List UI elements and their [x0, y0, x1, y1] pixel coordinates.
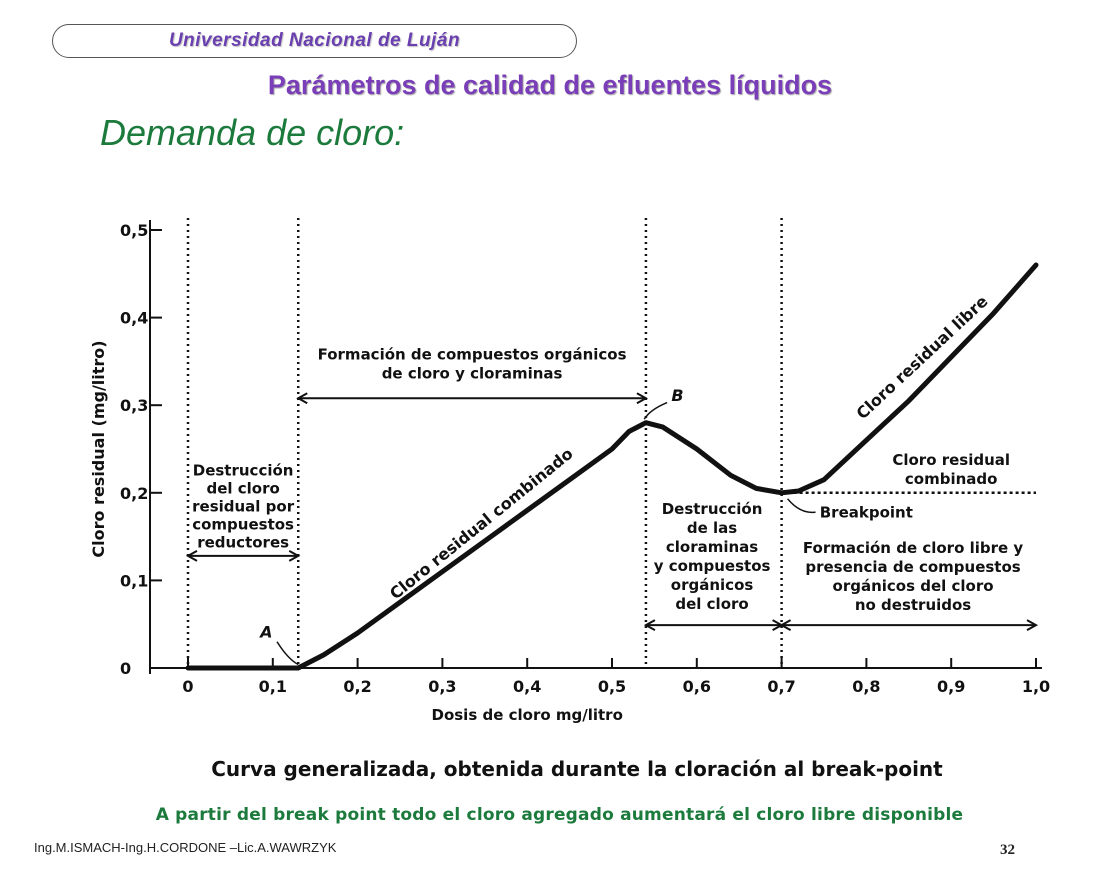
curve-combined-label: Cloro residual combinado [386, 444, 577, 603]
zone1-label-line-3: residual por [192, 497, 295, 515]
zone2-arrow-right-head [636, 392, 648, 405]
x-axis-title: Dosis de cloro mg/litro [432, 706, 623, 724]
zone3-label-line-4: y compuestos [654, 557, 771, 575]
y-axis-title: Cloro residual (mg/litro) [89, 340, 108, 557]
zone1-label-line-5: reductores [197, 533, 289, 551]
x-tick-label-6: 0,6 [683, 677, 711, 696]
zone2-label-line-2: de cloro y cloraminas [382, 365, 563, 383]
x-tick-label-4: 0,4 [513, 677, 541, 696]
y-tick-label-0: 0 [120, 659, 131, 678]
zone3-label-line-3: cloraminas [666, 538, 758, 556]
breakpoint-curve [185, 262, 1039, 671]
zone4-label-line-4: no destruidos [855, 596, 971, 614]
y-tick-label-3: 0,3 [120, 396, 148, 415]
breakpoint-leader [787, 498, 816, 514]
zone3-label-line-2: de las [687, 519, 737, 537]
combined-line-label-line-2: combinado [905, 470, 998, 488]
footer-caption: A partir del break point todo el cloro a… [155, 805, 964, 825]
slide-title: Parámetros de calidad de efluentes líqui… [267, 70, 833, 100]
university-name: Universidad Nacional de Luján [168, 30, 461, 51]
x-tick-label-10: 1,0 [1022, 677, 1050, 696]
zone1-label-line-1: Destrucción [193, 461, 294, 479]
y-tick-label-2: 0,2 [120, 484, 148, 503]
curve-free-label: Cloro residual libre [853, 292, 992, 423]
point-a-leader [276, 641, 299, 666]
zone1-label-line-2: del cloro [206, 479, 279, 497]
zone3-label-line-6: del cloro [675, 595, 748, 613]
x-tick-label-5: 0,5 [598, 677, 626, 696]
zone1-label-line-4: compuestos [192, 515, 294, 533]
x-tick-label-1: 0,1 [259, 677, 287, 696]
x-tick-label-3: 0,3 [428, 677, 456, 696]
x-tick-label-7: 0,7 [767, 677, 795, 696]
point-a-label: A [258, 622, 272, 641]
university-header: Universidad Nacional de Luján [52, 24, 577, 58]
zone3-label-line-1: Destrucción [662, 500, 763, 518]
zone3-arrow-left-head [643, 619, 656, 631]
zone4-label-line-2: presencia de compuestos [805, 558, 1020, 576]
slide-subtitle: Demanda de cloro: [100, 112, 405, 153]
breakpoint-label: Breakpoint [820, 503, 913, 521]
zone1-arrow-left-head [185, 549, 198, 562]
y-tick-label-5: 0,5 [120, 221, 148, 240]
x-tick-label-9: 0,9 [937, 677, 965, 696]
x-tick-label-0: 0 [182, 677, 193, 696]
y-tick-label-1: 0,1 [120, 571, 148, 590]
point-b-label: B [671, 386, 683, 405]
y-tick-label-4: 0,4 [120, 309, 148, 328]
combined-line-label-line-1: Cloro residual [892, 451, 1010, 469]
x-tick-label-2: 0,2 [343, 677, 371, 696]
zone1-arrow-right-head [288, 549, 301, 562]
point-b-leader [643, 401, 668, 420]
zone4-label-line-3: orgánicos del cloro [833, 577, 994, 595]
zone4-arrow-right-head [1026, 619, 1039, 631]
authors: Ing.M.ISMACH-Ing.H.CORDONE –Lic.A.WAWRZY… [34, 840, 337, 855]
breakpoint-chart: 0 0,1 0,2 0,3 0,4 0,5 0 0,1 0,2 0,3 0,4 0,5 0,6 0,7 0,… [89, 218, 1050, 781]
x-tick-label-8: 0,8 [852, 677, 880, 696]
zone4-arrow-left-head [779, 619, 792, 631]
zone2-label-line-1: Formación de compuestos orgánicos [318, 346, 627, 364]
zone3-label-line-5: orgánicos [671, 576, 754, 594]
page-number: 32 [1000, 842, 1015, 858]
chart-title: Curva generalizada, obtenida durante la … [211, 757, 943, 781]
zone2-arrow-left-head [296, 392, 308, 405]
zone4-label-line-1: Formación de cloro libre y [803, 539, 1024, 557]
